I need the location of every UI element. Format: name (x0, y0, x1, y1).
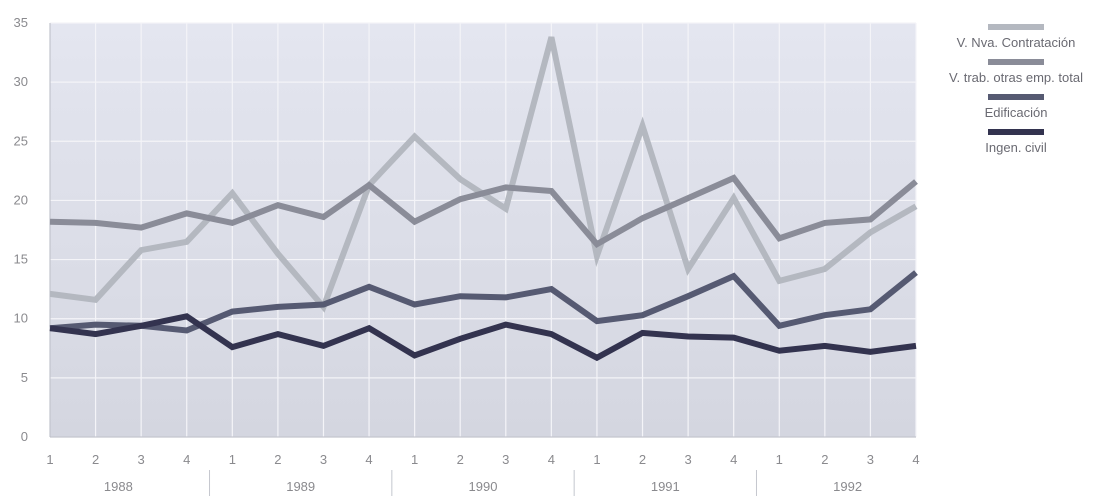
x-tick-label: 1 (776, 452, 783, 467)
y-tick-label: 10 (14, 311, 28, 326)
legend-swatch (988, 59, 1044, 65)
y-tick-label: 15 (14, 252, 28, 267)
x-axis-quarter-ticks: 1 2 3 4 1 2 3 4 1 2 3 4 1 2 3 4 1 2 3 4 (46, 452, 919, 467)
y-tick-label: 5 (21, 370, 28, 385)
x-axis-year-labels: 1988 1989 1990 1991 1992 (104, 470, 862, 496)
x-tick-label: 2 (274, 452, 281, 467)
x-year-label: 1990 (469, 479, 498, 494)
legend-swatch (988, 24, 1044, 30)
series-line (49, 270, 918, 334)
series-line (49, 174, 918, 249)
x-year-label: 1991 (651, 479, 680, 494)
x-tick-label: 3 (684, 452, 691, 467)
x-tick-label: 4 (183, 452, 190, 467)
x-tick-label: 4 (730, 452, 737, 467)
series-line (49, 313, 917, 362)
x-tick-label: 3 (320, 452, 327, 467)
x-tick-label: 1 (46, 452, 53, 467)
axes (49, 23, 916, 438)
x-tick-label: 1 (411, 452, 418, 467)
legend-swatch (988, 129, 1044, 135)
x-tick-label: 1 (229, 452, 236, 467)
x-year-label: 1989 (286, 479, 315, 494)
x-tick-label: 4 (365, 452, 372, 467)
y-tick-label: 20 (14, 192, 28, 207)
x-tick-label: 3 (138, 452, 145, 467)
legend: V. Nva. Contratación V. trab. otras emp. … (949, 24, 1083, 155)
legend-label: V. Nva. Contratación (957, 35, 1076, 50)
legend-label: V. trab. otras emp. total (949, 70, 1083, 85)
y-tick-label: 35 (14, 15, 28, 30)
x-tick-label: 3 (502, 452, 509, 467)
legend-swatch (988, 94, 1044, 100)
grid-lines (49, 22, 917, 438)
x-tick-label: 2 (821, 452, 828, 467)
y-tick-label: 30 (14, 74, 28, 89)
legend-label: Ingen. civil (985, 140, 1047, 155)
y-tick-label: 0 (21, 429, 28, 444)
x-year-label: 1992 (833, 479, 862, 494)
x-tick-label: 1 (593, 452, 600, 467)
y-axis-ticks: 0 5 10 15 20 25 30 35 (14, 15, 28, 444)
y-tick-label: 25 (14, 133, 28, 148)
x-tick-label: 3 (867, 452, 874, 467)
legend-label: Edificación (985, 105, 1048, 120)
plot-background (50, 23, 916, 437)
x-year-label: 1988 (104, 479, 133, 494)
x-tick-label: 2 (457, 452, 464, 467)
x-tick-label: 2 (92, 452, 99, 467)
x-tick-label: 2 (639, 452, 646, 467)
x-tick-label: 4 (912, 452, 919, 467)
x-tick-label: 4 (548, 452, 555, 467)
series-lines (49, 36, 918, 362)
